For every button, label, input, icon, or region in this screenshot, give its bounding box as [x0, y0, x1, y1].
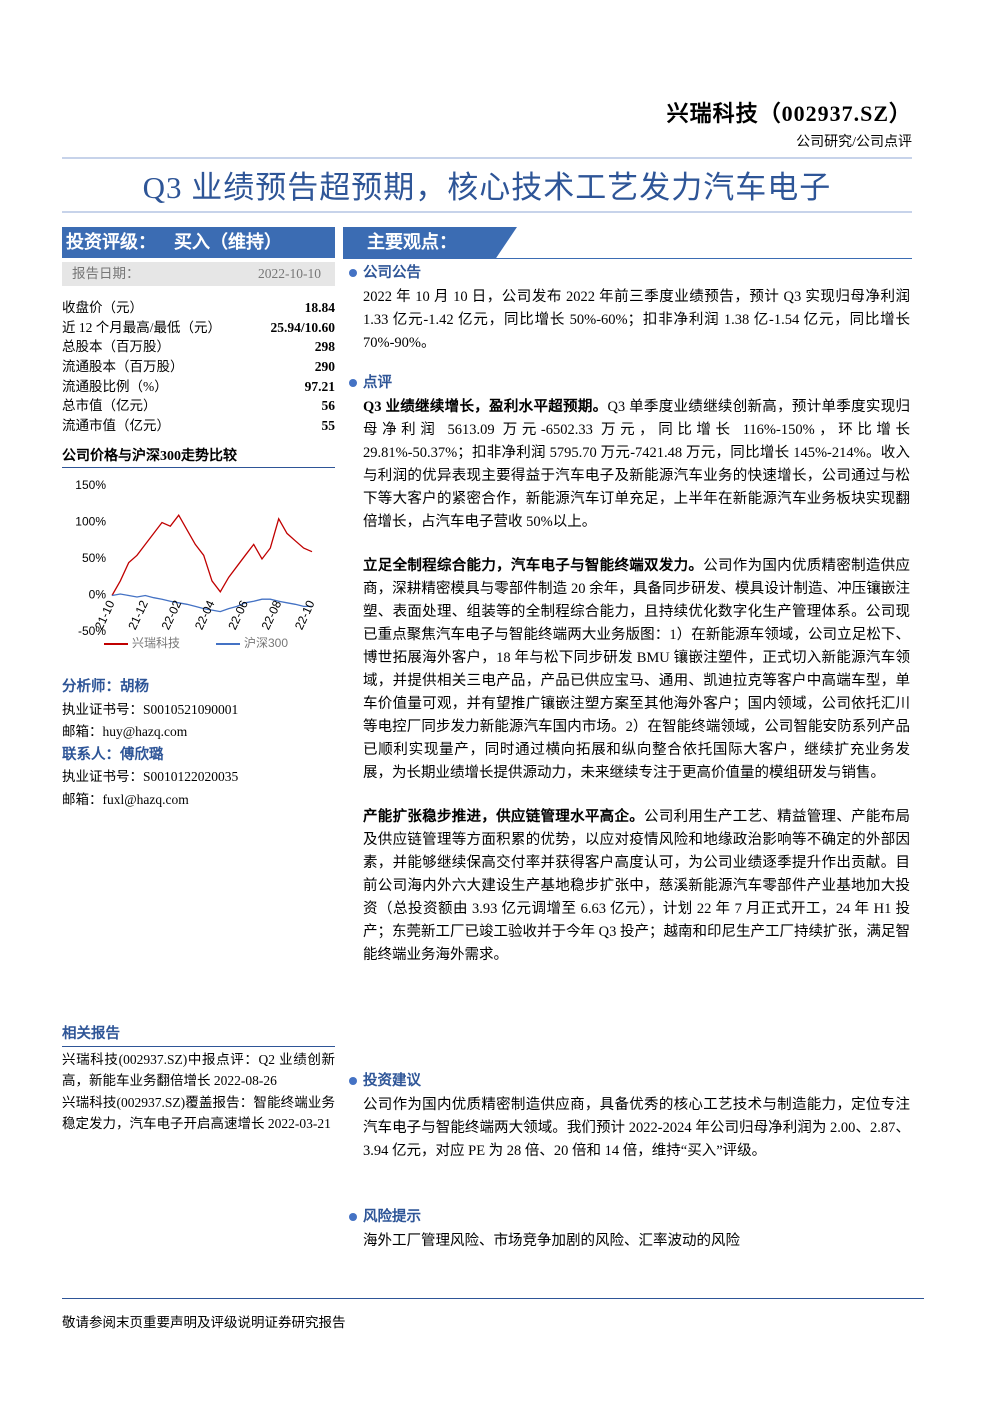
key-data-value: 97.21 [304, 378, 335, 394]
legend-label: 沪深300 [244, 636, 288, 650]
key-data-label: 流通市值（亿元） [62, 418, 170, 434]
date-label: 报告日期： [72, 266, 140, 281]
key-data-row: 流通市值（亿元） 55 [62, 416, 335, 436]
key-data-row: 收盘价（元） 18.84 [62, 298, 335, 318]
key-data-row: 流通股本（百万股） 290 [62, 357, 335, 377]
key-data-row: 总股本（百万股） 298 [62, 337, 335, 357]
report-date-row: 报告日期： 2022-10-10 [62, 262, 335, 286]
section-heading: 投资建议 [345, 1070, 910, 1092]
title-rule [62, 211, 912, 213]
paragraph-text: 公司利用生产工艺、精益管理、产能布局及供应链管理等方面积累的优势，以应对疫情风险… [363, 809, 911, 963]
section: 公司公告 2022 年 10 月 10 日，公司发布 2022 年前三季度业绩预告… [345, 262, 910, 355]
paragraph-text: 海外工厂管理风险、市场竞争加剧的风险、汇率波动的风险 [363, 1233, 740, 1249]
section-heading: 公司公告 [345, 262, 910, 284]
key-data-label: 流通股本（百万股） [62, 359, 184, 375]
section-heading-text: 投资建议 [363, 1073, 421, 1089]
key-data-label: 近 12 个月最高/最低（元） [62, 319, 222, 335]
x-tick-label: 22-02 [159, 598, 185, 632]
bullet [349, 1077, 357, 1086]
date-value: 2022-10-10 [258, 266, 321, 281]
key-data-row: 流通股比例（%） 97.21 [62, 377, 335, 397]
paragraph-text: 公司作为国内优质精密制造供应商，深耕精密模具与零部件制造 20 余年，具备同步研… [363, 558, 911, 781]
paragraph-lead: Q3 业绩继续增长，盈利水平超预期。 [363, 399, 608, 415]
analyst-license: 执业证书号：S0010122020035 [62, 769, 239, 784]
x-tick-label: 22-04 [192, 598, 218, 632]
section-heading-text: 公司公告 [363, 265, 421, 281]
x-tick-label: 22-08 [259, 598, 285, 632]
legend-label: 兴瑞科技 [132, 636, 180, 650]
section-heading: 风险提示 [345, 1206, 910, 1228]
section: 风险提示海外工厂管理风险、市场竞争加剧的风险、汇率波动的风险 [345, 1206, 910, 1253]
analyst-license: 执业证书号：S0010521090001 [62, 701, 239, 717]
section: 点评 Q3 业绩继续增长，盈利水平超预期。Q3 单季度业绩继续创新高，预计单季度实… [345, 372, 910, 967]
main-points-title: 主要观点： [343, 227, 517, 258]
key-data-label: 收盘价（元） [62, 300, 143, 315]
key-data-label: 总市值（亿元） [62, 398, 157, 414]
analyst-role: 分析师：胡杨 [62, 679, 149, 695]
analyst-role: 联系人：傅欣璐 [62, 746, 164, 763]
y-tick-label: 150% [75, 478, 106, 492]
rating-value: 买入（维持） [174, 232, 282, 252]
chart: -50% 0% 50% 100% 150% 21-10 21-12 22-02 22-04 22-… [75, 478, 318, 650]
y-tick-label: 0% [89, 588, 107, 602]
rating-bar: 投资评级： 买入（维持） [62, 227, 335, 258]
rating-label: 投资评级： [66, 232, 156, 252]
key-data-value: 298 [314, 339, 335, 355]
key-data: 收盘价（元） 18.84 近 12 个月最高/最低（元） 25.94/10.60 总股本… [62, 298, 335, 436]
company-name: 兴瑞科技（002937.SZ） [666, 101, 912, 126]
key-data-value: 290 [314, 359, 335, 375]
x-tick-label: 22-06 [225, 598, 251, 632]
y-tick-label: 50% [82, 551, 106, 565]
y-tick-label: 100% [75, 515, 106, 529]
related-reports: 相关报告兴瑞科技(002937.SZ)中报点评：Q2 业绩创新高，新能车业务翻倍… [62, 1024, 335, 1135]
key-data-row: 总市值（亿元） 56 [62, 396, 335, 416]
header-rule [62, 157, 912, 159]
analyst-email: 邮箱：fuxl@hazq.com [62, 791, 189, 807]
key-data-value: 25.94/10.60 [270, 319, 335, 335]
section-heading-text: 风险提示 [363, 1209, 421, 1225]
report-title: Q3 业绩预告超预期，核心技术工艺发力汽车电子 [142, 170, 832, 205]
paragraph-text: 2022 年 10 月 10 日，公司发布 2022 年前三季度业绩预告，预计 … [363, 289, 910, 351]
report-category: 公司研究/公司点评 [796, 135, 912, 150]
key-data-label: 流通股比例（%） [62, 378, 168, 394]
paragraph-lead: 立足全制程综合能力，汽车电子与智能终端双发力。 [363, 558, 704, 574]
section: 投资建议公司作为国内优质精密制造供应商，具备优秀的核心工艺技术与制造能力，定位专… [345, 1070, 910, 1163]
chart-title: 公司价格与沪深300走势比较 [62, 445, 335, 468]
footer-rule [62, 1298, 924, 1299]
y-tick-label: -50% [78, 624, 106, 638]
bullet [349, 1213, 357, 1222]
key-data-value: 55 [321, 418, 336, 434]
series-line [111, 593, 312, 613]
key-data-row: 近 12 个月最高/最低（元） 25.94/10.60 [62, 318, 335, 338]
related-item: 兴瑞科技(002937.SZ)覆盖报告：智能终端业务稳定发力，汽车电子开启高速增… [62, 1094, 335, 1132]
key-data-value: 18.84 [304, 300, 335, 315]
x-tick-label: 22-10 [292, 598, 318, 632]
x-tick-label: 21-12 [125, 598, 151, 632]
bullet [349, 269, 357, 278]
series-line [111, 514, 313, 596]
main-points-rule [343, 258, 912, 259]
section-heading: 点评 [345, 372, 910, 394]
analyst-email: 邮箱：huy@hazq.com [62, 724, 188, 739]
paragraph: 2022 年 10 月 10 日，公司发布 2022 年前三季度业绩预告，预计 … [363, 286, 910, 355]
paragraph: 公司作为国内优质精密制造供应商，具备优秀的核心工艺技术与制造能力，定位专注汽车电… [363, 1094, 910, 1163]
paragraph-text: Q3 单季度业绩继续创新高，预计单季度实现归母净利润 5613.09 万元-65… [363, 399, 910, 530]
key-data-value: 56 [321, 398, 336, 414]
paragraph: 立足全制程综合能力，汽车电子与智能终端双发力。公司作为国内优质精密制造供应商，深… [363, 555, 910, 785]
x-tick-label: 21-10 [92, 598, 118, 632]
bullet [349, 379, 357, 388]
key-data-label: 总股本（百万股） [62, 339, 170, 355]
related-item: 兴瑞科技(002937.SZ)中报点评：Q2 业绩创新高，新能车业务翻倍增长 2… [62, 1051, 335, 1089]
analysts: 分析师：胡杨执业证书号：S0010521090001 邮箱：huy@hazq.co… [62, 676, 335, 811]
footer: 敬请参阅末页重要声明及评级说明证券研究报告 [62, 1315, 346, 1330]
paragraph-lead: 产能扩张稳步推进，供应链管理水平高企。 [363, 809, 645, 825]
related-title: 相关报告 [62, 1024, 335, 1047]
paragraph: 海外工厂管理风险、市场竞争加剧的风险、汇率波动的风险 [363, 1230, 910, 1253]
paragraph-text: 公司作为国内优质精密制造供应商，具备优秀的核心工艺技术与制造能力，定位专注汽车电… [363, 1097, 910, 1159]
paragraph: 产能扩张稳步推进，供应链管理水平高企。公司利用生产工艺、精益管理、产能布局及供应… [363, 806, 910, 967]
paragraph: Q3 业绩继续增长，盈利水平超预期。Q3 单季度业绩继续创新高，预计单季度实现归… [363, 396, 910, 534]
section-heading-text: 点评 [363, 375, 392, 391]
